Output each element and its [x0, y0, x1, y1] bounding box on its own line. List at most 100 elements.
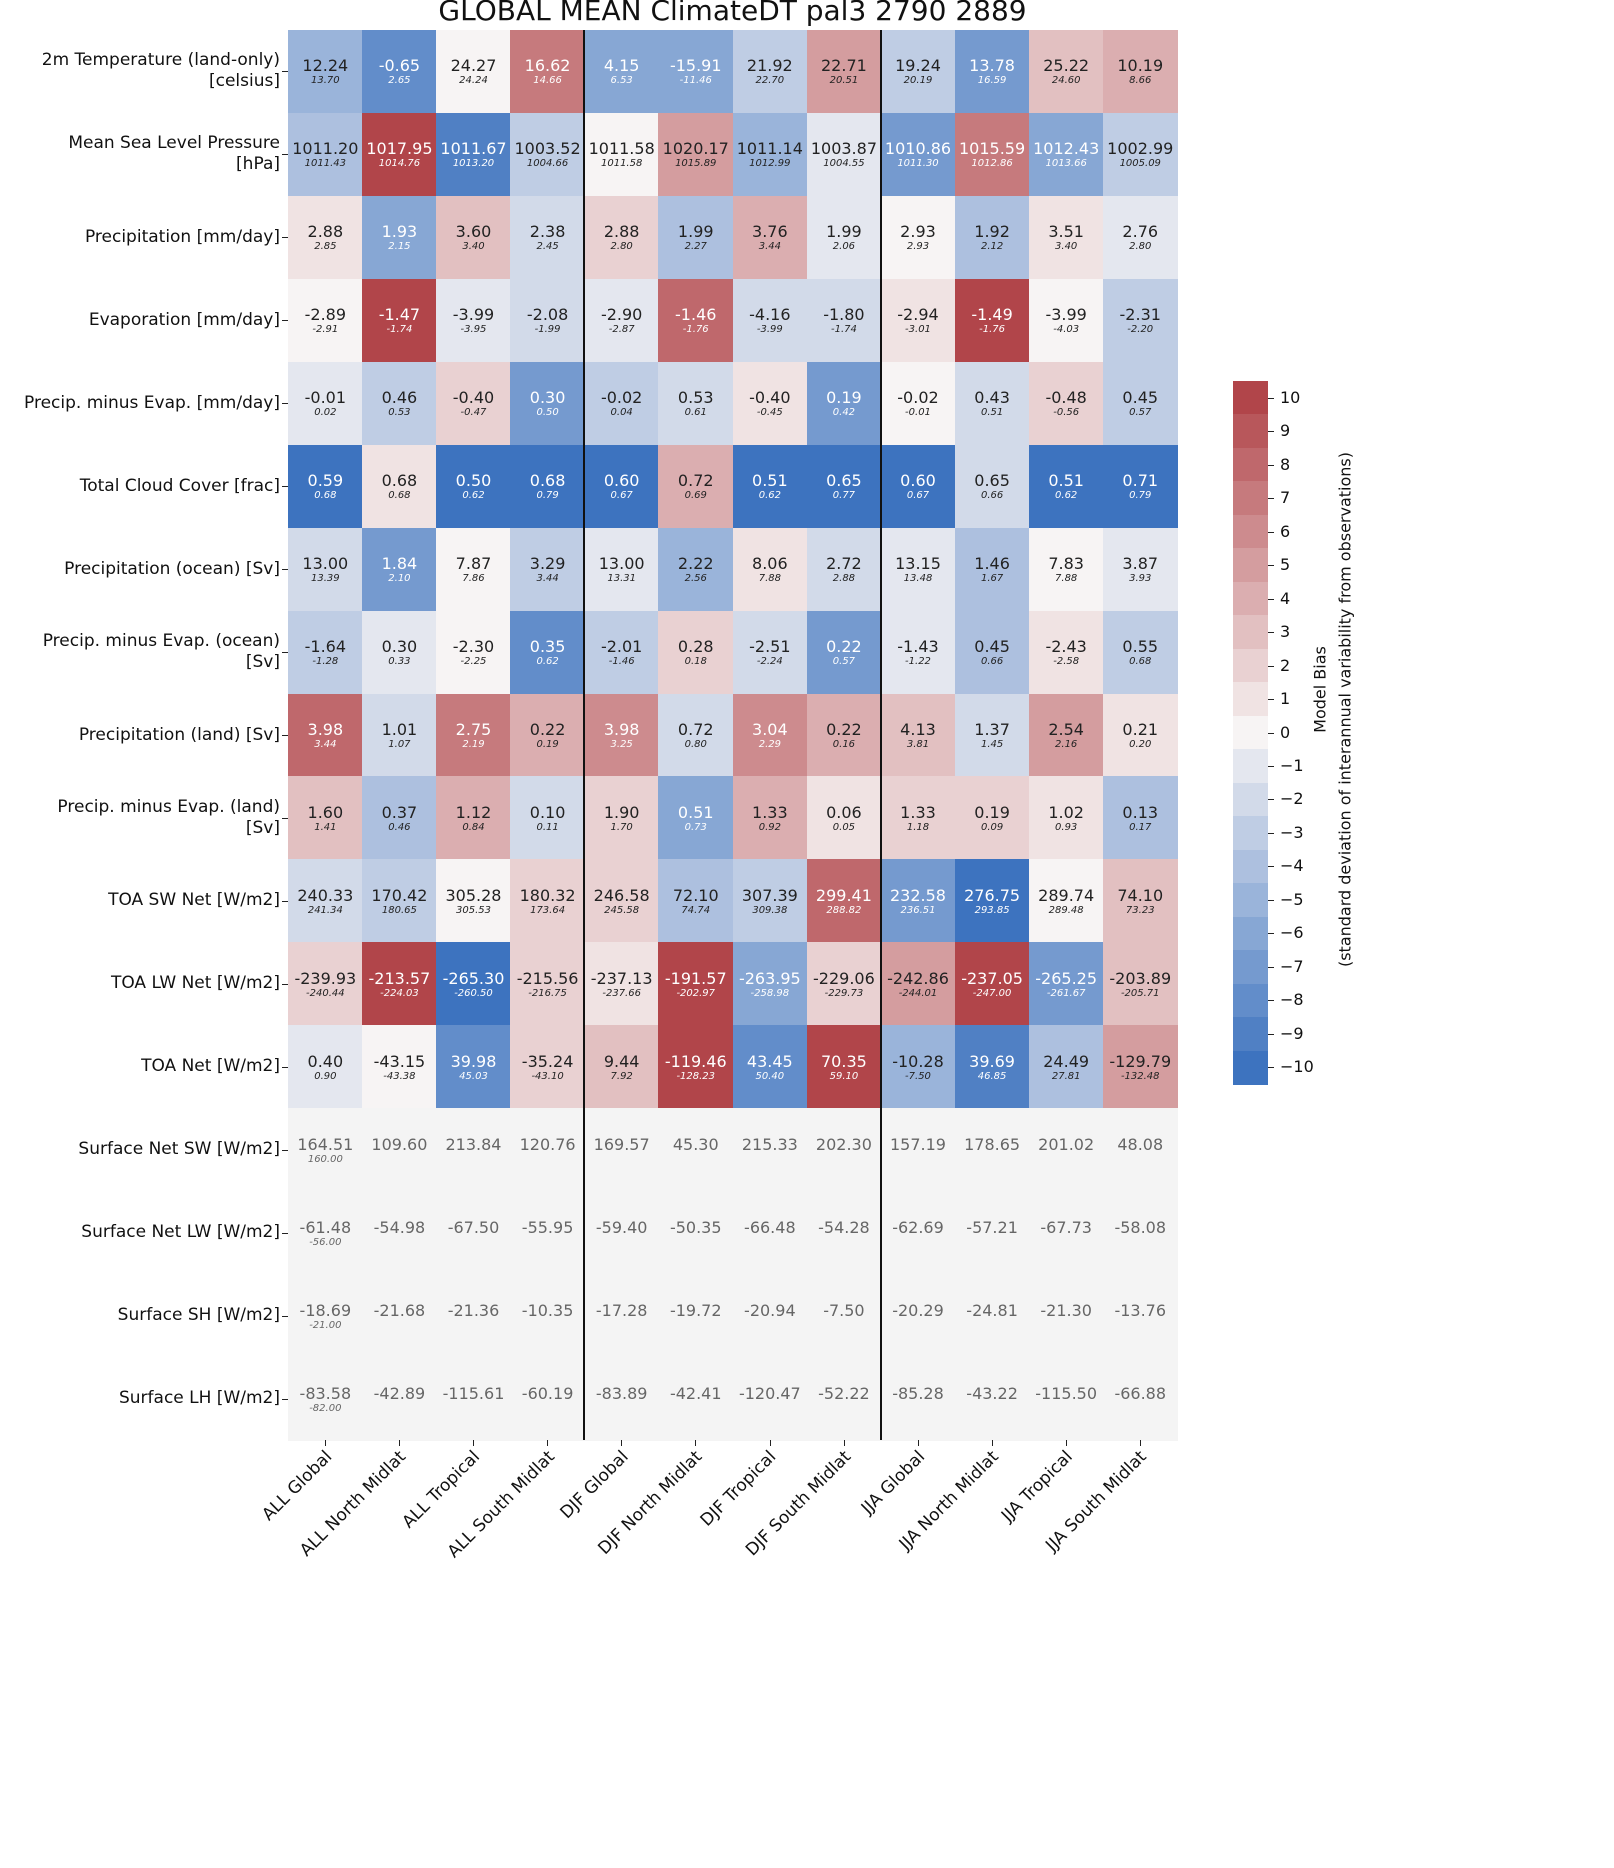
heatmap-cell: 2.54 2.16 — [1028, 693, 1104, 778]
model-value: 0.22 — [826, 637, 862, 657]
obs-value: 0.42 — [832, 407, 856, 419]
heatmap-cell: -50.35 — [658, 1191, 734, 1275]
model-value: -191.57 — [664, 968, 727, 988]
model-value: 2.75 — [455, 719, 492, 739]
heatmap-cell: -0.40 -0.45 — [732, 361, 808, 446]
obs-value: -261.67 — [1046, 987, 1086, 999]
heatmap-cell: -263.95 -258.98 — [732, 942, 808, 1026]
obs-value: -202.97 — [676, 987, 716, 999]
heatmap-cell: -21.36 — [436, 1274, 511, 1358]
heatmap-cell: 3.51 3.40 — [1028, 195, 1104, 280]
obs-value: 2.56 — [684, 573, 707, 585]
model-value: -4.16 — [749, 305, 791, 325]
model-value: 232.58 — [890, 885, 946, 905]
obs-value: 1012.99 — [749, 158, 791, 170]
heatmap-cell: -83.89 — [584, 1357, 659, 1441]
colorbar-bin — [1233, 1050, 1268, 1085]
model-value: 1011.14 — [736, 139, 803, 159]
model-value: 13.00 — [302, 554, 349, 574]
row-label: Mean Sea Level Pressure [hPa] — [68, 133, 280, 175]
model-value: -43.22 — [966, 1383, 1018, 1403]
colorbar-tick-label: 9 — [1280, 421, 1291, 441]
model-value: 120.76 — [519, 1134, 576, 1154]
model-value: -2.30 — [452, 637, 495, 657]
model-value: 0.51 — [677, 802, 714, 822]
heatmap-cell: -120.47 — [732, 1357, 808, 1441]
obs-value: 2.65 — [388, 75, 411, 87]
model-value: 1.01 — [381, 719, 418, 739]
heatmap-cell: 1020.17 1015.89 — [658, 112, 734, 197]
model-value: 0.50 — [455, 471, 492, 491]
obs-value: -2.58 — [1053, 656, 1080, 668]
row-label: Precipitation (land) [Sv] — [78, 724, 280, 745]
obs-value: -0.56 — [1053, 407, 1080, 419]
heatmap-cell: 157.19 — [880, 1108, 956, 1192]
heatmap-cell: 0.22 0.16 — [806, 693, 882, 778]
colorbar-bin — [1233, 648, 1268, 683]
row-label: Total Cloud Cover [frac] — [79, 475, 280, 496]
model-value: 305.28 — [445, 885, 502, 905]
model-value: -237.05 — [961, 968, 1023, 988]
model-value: -2.31 — [1119, 305, 1161, 325]
row-label: TOA LW Net [W/m2] — [110, 973, 280, 994]
column-label: JJA Tropical — [997, 1446, 1077, 1526]
obs-value: -0.01 — [905, 407, 931, 419]
obs-value: 0.62 — [758, 490, 781, 502]
row-label: Precipitation [mm/day] — [84, 226, 280, 247]
heatmap-cell: -2.94 -3.01 — [880, 278, 956, 363]
obs-value: 0.73 — [684, 821, 707, 833]
model-value: 1017.95 — [366, 139, 433, 159]
group-separator — [583, 30, 586, 1440]
model-value: 24.49 — [1043, 1051, 1090, 1071]
heatmap-cell: -43.22 — [954, 1357, 1030, 1441]
colorbar-tick — [1268, 732, 1274, 734]
obs-value: 3.40 — [462, 241, 485, 253]
heatmap-cell: 0.37 0.46 — [362, 776, 437, 860]
heatmap-cell: -115.50 — [1028, 1357, 1104, 1441]
model-value: -66.48 — [744, 1217, 796, 1237]
model-value: -119.46 — [664, 1051, 727, 1071]
heatmap-cell: 74.10 73.23 — [1102, 859, 1178, 943]
model-value: -115.61 — [442, 1383, 505, 1403]
obs-value: 3.81 — [906, 738, 930, 750]
obs-value: 245.58 — [604, 904, 640, 916]
obs-value: 46.85 — [977, 1070, 1007, 1082]
model-value: 0.30 — [529, 388, 566, 408]
heatmap-cell: 0.28 0.18 — [658, 610, 734, 695]
obs-value: 3.40 — [1055, 241, 1078, 253]
obs-value: 0.69 — [684, 490, 707, 502]
colorbar-tick — [1268, 498, 1274, 500]
obs-value: -1.76 — [682, 324, 709, 336]
colorbar-tick-label: −8 — [1280, 990, 1304, 1010]
heatmap-cell: 1.92 2.12 — [954, 195, 1030, 280]
obs-value: 1.07 — [388, 738, 411, 750]
model-value: -50.35 — [669, 1217, 722, 1237]
obs-value: 0.05 — [832, 821, 856, 833]
obs-value: 0.11 — [536, 821, 559, 833]
model-value: 7.83 — [1048, 554, 1084, 574]
model-value: 0.72 — [677, 719, 714, 739]
obs-value: 1.45 — [980, 738, 1004, 750]
heatmap-cell: -115.61 — [436, 1357, 511, 1441]
obs-value: 0.16 — [832, 738, 856, 750]
row-label: Precip. minus Evap. [mm/day] — [24, 392, 280, 413]
heatmap-cell: -2.89 -2.91 — [288, 278, 363, 363]
model-value: -85.28 — [892, 1383, 944, 1403]
model-value: 3.87 — [1122, 554, 1159, 574]
heatmap-cell: -237.13 -237.66 — [584, 942, 659, 1026]
heatmap-cell: 202.30 — [806, 1108, 882, 1192]
heatmap-cell: -229.06 -229.73 — [806, 942, 882, 1026]
obs-value: 0.67 — [906, 490, 930, 502]
heatmap-cell: 0.21 0.20 — [1102, 693, 1178, 778]
colorbar-tick — [1268, 933, 1274, 935]
heatmap-cell: 16.62 14.66 — [510, 30, 585, 114]
model-value: 1.99 — [826, 222, 862, 242]
heatmap-cell: 164.51 160.00 — [288, 1108, 363, 1192]
x-tick — [917, 1440, 919, 1446]
model-value: -10.28 — [892, 1051, 944, 1071]
model-value: 0.28 — [677, 637, 714, 657]
model-value: 0.45 — [1122, 388, 1159, 408]
colorbar-tick — [1268, 431, 1274, 433]
column-label: JJA Global — [857, 1446, 929, 1519]
obs-value: 0.93 — [1055, 821, 1078, 833]
